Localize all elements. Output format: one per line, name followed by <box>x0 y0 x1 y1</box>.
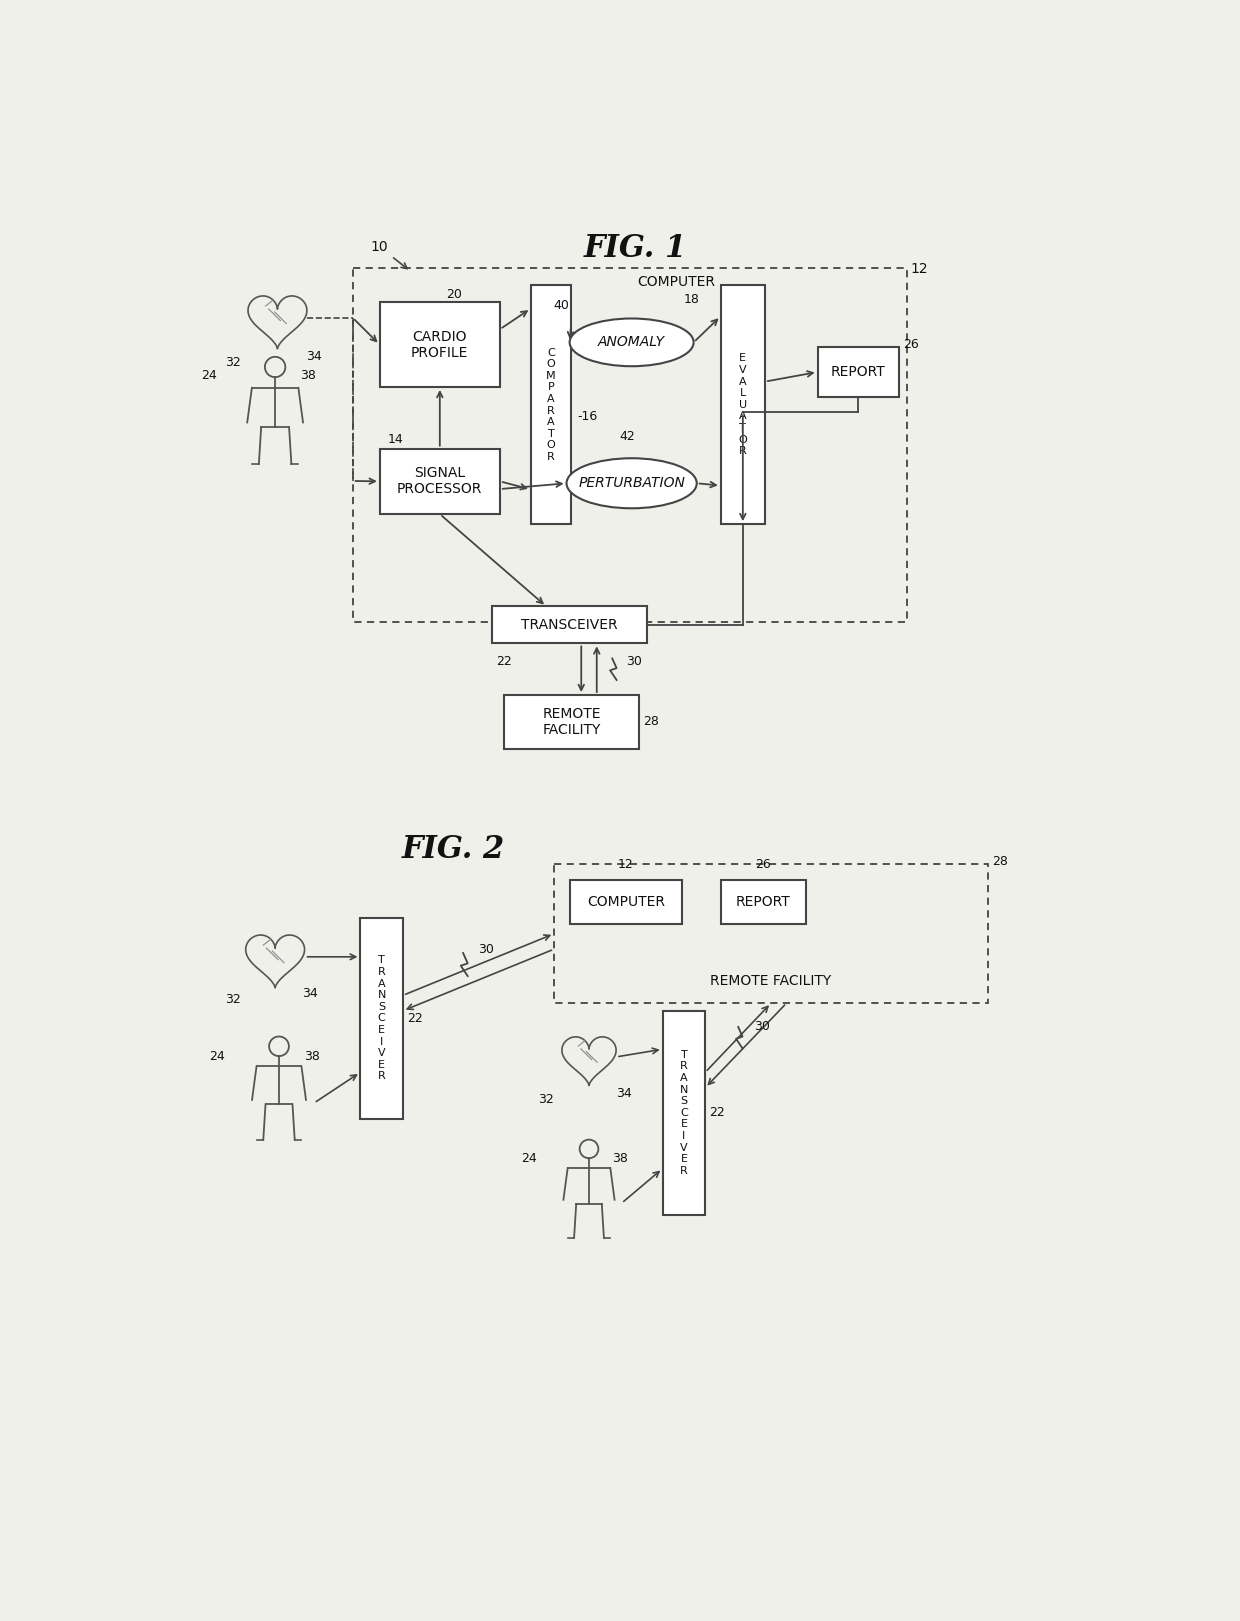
FancyBboxPatch shape <box>720 880 806 924</box>
Text: 30: 30 <box>479 943 495 956</box>
Text: C
O
M
P
A
R
A
T
O
R: C O M P A R A T O R <box>546 347 556 462</box>
Text: CARDIO
PROFILE: CARDIO PROFILE <box>412 329 469 360</box>
Ellipse shape <box>567 459 697 509</box>
Text: 24: 24 <box>521 1153 537 1165</box>
Text: 32: 32 <box>224 992 241 1005</box>
Text: 42: 42 <box>620 430 636 443</box>
Text: 40: 40 <box>554 298 569 311</box>
Text: REMOTE FACILITY: REMOTE FACILITY <box>711 974 832 987</box>
Text: 38: 38 <box>304 1050 320 1063</box>
Text: T
R
A
N
S
C
E
I
V
E
R: T R A N S C E I V E R <box>377 955 386 1081</box>
Text: 34: 34 <box>303 987 317 1000</box>
Ellipse shape <box>569 318 693 366</box>
Text: 32: 32 <box>224 357 241 370</box>
Text: REPORT: REPORT <box>737 895 791 909</box>
Text: 30: 30 <box>626 655 642 668</box>
Text: TRANSCEIVER: TRANSCEIVER <box>521 618 618 632</box>
Text: 34: 34 <box>616 1088 631 1101</box>
Text: 26: 26 <box>903 337 919 350</box>
Text: 28: 28 <box>992 856 1008 869</box>
Text: 30: 30 <box>754 1020 770 1033</box>
Text: 34: 34 <box>306 350 321 363</box>
Text: FIG. 1: FIG. 1 <box>584 233 687 264</box>
Text: 12: 12 <box>910 261 929 276</box>
Text: SIGNAL
PROCESSOR: SIGNAL PROCESSOR <box>397 467 482 496</box>
Text: ANOMALY: ANOMALY <box>598 336 665 350</box>
FancyBboxPatch shape <box>569 880 682 924</box>
Text: 28: 28 <box>644 715 660 728</box>
Text: 22: 22 <box>407 1012 423 1024</box>
Text: 22: 22 <box>496 655 512 668</box>
Text: 20: 20 <box>446 289 461 302</box>
Text: 18: 18 <box>683 293 699 306</box>
Text: REMOTE
FACILITY: REMOTE FACILITY <box>542 707 601 738</box>
FancyBboxPatch shape <box>662 1012 706 1214</box>
Text: 10: 10 <box>371 240 388 254</box>
Text: 14: 14 <box>387 433 403 446</box>
Text: COMPUTER: COMPUTER <box>587 895 665 909</box>
FancyBboxPatch shape <box>379 449 500 514</box>
Text: 32: 32 <box>538 1093 554 1106</box>
Text: T
R
A
N
S
C
E
I
V
E
R: T R A N S C E I V E R <box>680 1050 688 1175</box>
Text: 26: 26 <box>755 858 771 870</box>
Text: 24: 24 <box>210 1050 224 1063</box>
Text: E
V
A
L
U
A
T
O
R: E V A L U A T O R <box>739 353 748 456</box>
FancyBboxPatch shape <box>531 285 572 524</box>
FancyBboxPatch shape <box>720 285 765 524</box>
Text: COMPUTER: COMPUTER <box>637 274 715 289</box>
FancyBboxPatch shape <box>492 606 647 644</box>
FancyBboxPatch shape <box>361 919 403 1118</box>
FancyBboxPatch shape <box>817 347 899 397</box>
Text: 24: 24 <box>201 370 217 383</box>
Text: 38: 38 <box>613 1153 627 1165</box>
FancyBboxPatch shape <box>503 695 640 749</box>
Text: -16: -16 <box>578 410 598 423</box>
Text: 22: 22 <box>709 1106 725 1118</box>
Text: 12: 12 <box>618 858 634 870</box>
Text: FIG. 2: FIG. 2 <box>402 833 505 864</box>
Text: PERTURBATION: PERTURBATION <box>578 477 684 490</box>
Text: 38: 38 <box>300 370 316 383</box>
Text: REPORT: REPORT <box>831 365 885 379</box>
FancyBboxPatch shape <box>379 303 500 387</box>
